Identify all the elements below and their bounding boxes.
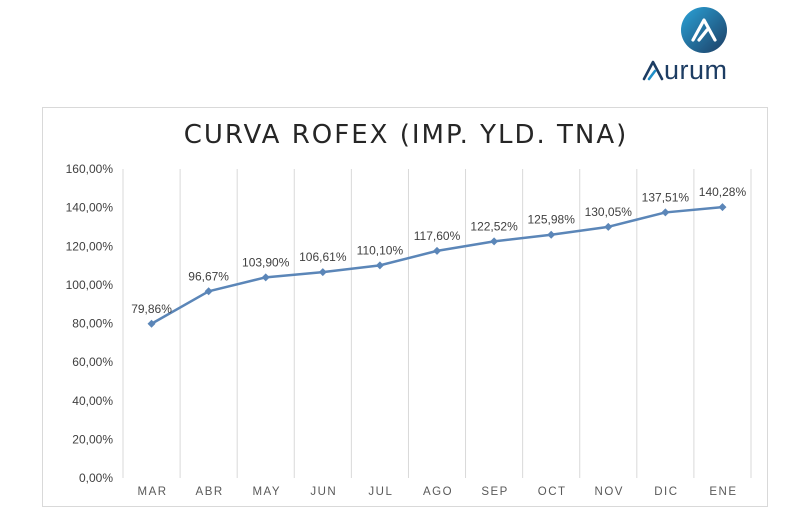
data-point [604, 222, 613, 231]
y-tick-label: 40,00% [72, 394, 113, 408]
data-point [375, 261, 384, 270]
data-label: 110,10% [357, 243, 404, 257]
data-point [204, 287, 213, 296]
x-tick-label: ENE [709, 486, 737, 498]
x-tick-label: MAY [252, 486, 281, 498]
y-tick-label: 140,00% [66, 201, 114, 215]
data-point [261, 273, 270, 282]
chart-title: CURVA ROFEX (IMP. YLD. TNA) [183, 120, 629, 150]
x-tick-label: DIC [654, 486, 678, 498]
x-tick-label: JUN [310, 486, 337, 498]
x-tick-label: OCT [538, 486, 567, 498]
y-tick-label: 160,00% [66, 162, 114, 176]
logo-text: urum [664, 55, 728, 85]
data-point [661, 208, 670, 217]
data-point [147, 319, 156, 328]
data-label: 96,67% [188, 269, 229, 283]
data-label: 106,61% [299, 250, 347, 264]
line-chart: 0,00% 20,00% 40,00% 60,00% 80,00% 100,00% 120,… [66, 162, 752, 498]
x-tick-label: ABR [196, 486, 224, 498]
data-label: 125,98% [527, 213, 575, 227]
data-label: 117,60% [414, 229, 461, 243]
x-tick-label: MAR [138, 486, 168, 498]
data-label: 130,05% [585, 205, 633, 219]
y-tick-label: 80,00% [72, 317, 113, 331]
y-tick-label: 100,00% [66, 278, 114, 292]
x-tick-label: JUL [368, 486, 393, 498]
brand-logo: urum [640, 4, 770, 86]
chart-container: CURVA ROFEX (IMP. YLD. TNA) 0,00% 20,00% 4… [42, 107, 768, 507]
x-tick-label: AGO [423, 486, 453, 498]
data-point [718, 203, 727, 212]
data-point [547, 230, 556, 239]
logo-wordmark: urum [642, 54, 768, 86]
data-point [490, 237, 499, 246]
data-point [433, 246, 441, 255]
data-label: 140,28% [699, 185, 747, 199]
data-label: 103,90% [242, 255, 290, 269]
data-label: 79,86% [131, 302, 172, 316]
x-tick-label: SEP [481, 486, 509, 498]
x-tick-label: NOV [595, 486, 624, 498]
y-tick-label: 0,00% [79, 471, 113, 485]
data-label: 122,52% [470, 219, 518, 233]
logo-a-icon [642, 60, 664, 81]
y-tick-label: 60,00% [72, 355, 113, 369]
data-point [318, 268, 327, 277]
y-tick-label: 120,00% [66, 239, 114, 253]
y-tick-label: 20,00% [72, 432, 113, 446]
data-label: 137,51% [642, 190, 690, 204]
logo-mark-icon [681, 7, 727, 53]
